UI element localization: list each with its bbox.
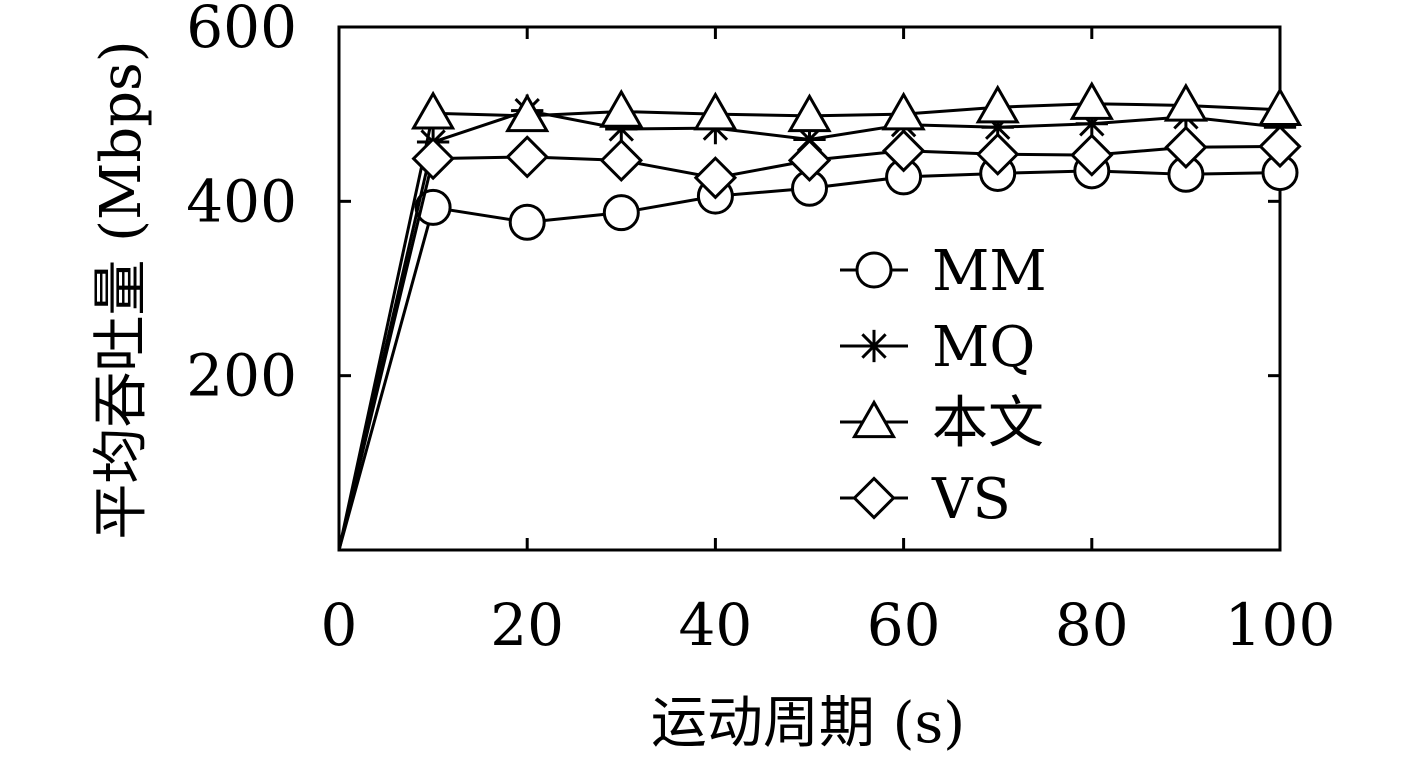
data-point (1257, 87, 1303, 126)
data-point (508, 203, 546, 241)
series-1 (337, 152, 1299, 551)
data-point (1258, 124, 1302, 169)
data-point (975, 84, 1020, 124)
data-point (411, 136, 455, 181)
data-point (599, 88, 644, 128)
legend-label: 本文 (932, 391, 1044, 456)
legend-marker (851, 399, 897, 439)
data-point (881, 129, 926, 173)
legend-marker (857, 329, 891, 363)
data-point (1164, 125, 1208, 169)
data-point (787, 138, 832, 183)
data-point (602, 194, 640, 232)
x-tick-label: 80 (1055, 591, 1129, 659)
data-point (881, 91, 926, 131)
data-point (693, 91, 738, 131)
data-point (599, 138, 643, 183)
data-point (1070, 133, 1114, 177)
x-axis-title: 运动周期 (s) (651, 691, 965, 756)
x-tick-label: 40 (678, 591, 752, 659)
plot-frame (337, 25, 1282, 552)
legend-label: VS (931, 467, 1011, 532)
legend: MM MQ 本文 VS (840, 239, 1047, 532)
legend-entry: MQ (840, 315, 1035, 380)
data-point (410, 90, 456, 130)
data-point (787, 93, 832, 133)
legend-entry: MM (840, 239, 1047, 304)
series-line (337, 144, 1281, 551)
x-tick-label: 60 (867, 591, 941, 659)
x-tick-label: 20 (490, 591, 564, 659)
data-point (505, 135, 549, 179)
series-4 (337, 124, 1302, 551)
legend-entry: VS (840, 467, 1011, 532)
y-axis-title: 平均吞吐量 (Mbps) (89, 40, 154, 539)
data-point (693, 156, 738, 200)
series-line (337, 169, 1281, 551)
series-group (337, 81, 1303, 551)
series-3 (337, 81, 1303, 551)
axes: 0 20 40 60 80 100 200 400 600 (186, 0, 1335, 659)
x-tick-label: 0 (321, 591, 358, 659)
y-tick-label: 600 (186, 0, 297, 61)
y-tick-label: 200 (186, 342, 297, 410)
legend-marker (855, 251, 893, 289)
data-point (505, 93, 550, 133)
data-point (1163, 82, 1209, 122)
y-tick-label: 400 (186, 167, 297, 235)
legend-label: MQ (932, 315, 1035, 380)
data-point (976, 132, 1020, 176)
x-tick-label: 100 (1225, 591, 1336, 659)
data-point (1069, 81, 1114, 120)
legend-entry: 本文 (840, 391, 1044, 456)
legend-label: MM (932, 239, 1047, 304)
legend-marker (852, 476, 896, 520)
plot-area (337, 25, 1282, 552)
